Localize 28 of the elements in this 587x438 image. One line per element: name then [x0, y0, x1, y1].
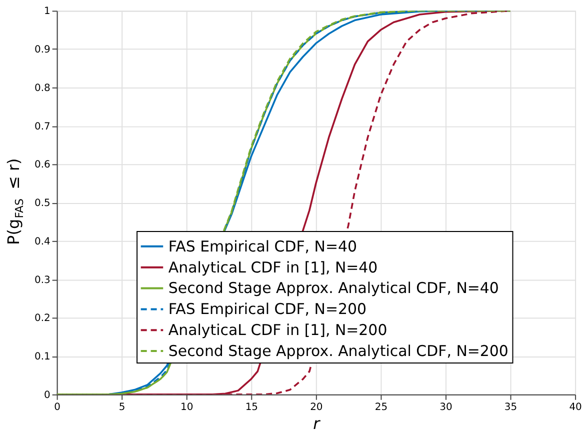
y-tick-label: 0.6: [34, 160, 50, 171]
legend-label: AnalyticaL CDF in [1], N=200: [168, 321, 388, 340]
x-tick-label: 5: [118, 402, 126, 413]
x-tick-label: 35: [504, 402, 518, 413]
y-tick-label: 0.8: [34, 82, 50, 94]
legend-label: FAS Empirical CDF, N=40: [168, 237, 358, 256]
y-tick-label: 0.9: [34, 44, 50, 56]
legend-label: FAS Empirical CDF, N=200: [168, 300, 367, 318]
x-tick-label: 40: [569, 402, 582, 413]
legend-label: Second Stage Approx. Analytical CDF, N=200: [168, 342, 508, 360]
x-tick-label: 15: [245, 402, 258, 413]
y-tick-label: 0.4: [34, 236, 50, 248]
x-tick-label: 0: [54, 402, 60, 413]
x-tick-label: 10: [180, 402, 194, 413]
y-tick-label: 0.1: [34, 352, 50, 363]
legend-label: AnalyticaL CDF in [1], N=40: [168, 258, 378, 276]
x-axis-title: r: [313, 414, 322, 433]
y-axis-title: P(gFAS ≤ r): [4, 158, 26, 245]
x-tick-label: 20: [310, 402, 323, 413]
y-tick-label: 0.5: [34, 198, 50, 210]
y-tick-label: 0.7: [34, 121, 50, 132]
legend-label: Second Stage Approx. Analytical CDF, N=40: [168, 279, 499, 298]
x-tick-label: 25: [374, 402, 388, 413]
y-tick-label: 0.3: [34, 274, 50, 286]
y-tick-label: 1: [44, 6, 50, 18]
y-tick-label: 0.2: [34, 313, 50, 324]
x-tick-label: 30: [440, 402, 452, 413]
y-tick-label: 0: [44, 390, 50, 401]
